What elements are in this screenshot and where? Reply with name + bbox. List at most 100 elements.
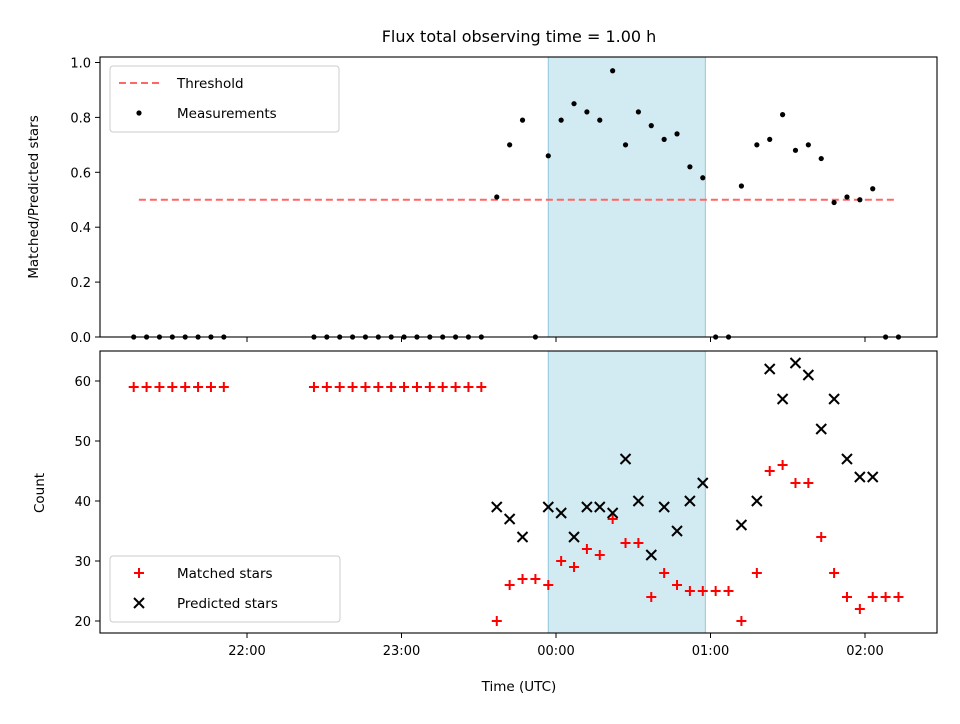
matched-stars-marker bbox=[517, 574, 528, 584]
x-axis-label: Time (UTC) bbox=[481, 679, 557, 695]
x-tick-label: 00:00 bbox=[537, 644, 574, 659]
x-tick-label: 01:00 bbox=[692, 644, 729, 659]
matched-stars-marker bbox=[867, 592, 878, 602]
measurement-point bbox=[558, 117, 564, 123]
bottom-y-tick-label: 50 bbox=[74, 435, 91, 450]
top-plot-frame bbox=[99, 56, 938, 338]
matched-stars-marker bbox=[556, 556, 567, 566]
legend-matched-swatch bbox=[134, 568, 144, 578]
predicted-stars-marker bbox=[684, 495, 696, 507]
matched-stars-marker bbox=[790, 478, 801, 488]
measurement-point bbox=[831, 199, 837, 206]
x-tick-label: 02:00 bbox=[846, 644, 883, 659]
matched-stars-marker bbox=[723, 586, 734, 596]
measurement-point bbox=[700, 175, 706, 181]
matched-stars-marker bbox=[154, 382, 165, 392]
matched-stars-marker bbox=[141, 382, 152, 392]
bottom-y-tick-label: 40 bbox=[74, 495, 91, 510]
matched-stars-marker bbox=[672, 580, 683, 590]
matched-stars-marker bbox=[530, 574, 541, 584]
measurement-point bbox=[754, 142, 760, 148]
matched-stars-marker bbox=[437, 382, 448, 392]
bottom-panel: 20 30 40 50 60 22:00 23:00 00:00 01:00 02:00 Match… bbox=[74, 350, 938, 659]
matched-stars-marker bbox=[424, 382, 435, 392]
legend-label: Measurements bbox=[177, 106, 277, 122]
matched-stars-marker bbox=[816, 532, 827, 542]
matched-stars-marker bbox=[697, 586, 708, 596]
bottom-y-tick-label: 60 bbox=[74, 375, 91, 390]
matched-stars-marker bbox=[193, 382, 204, 392]
predicted-stars-marker bbox=[697, 477, 709, 489]
predicted-stars-marker bbox=[751, 495, 763, 507]
matched-stars-marker bbox=[633, 538, 644, 548]
measurement-point bbox=[597, 117, 603, 123]
measurement-point bbox=[805, 142, 811, 148]
predicted-stars-marker bbox=[606, 507, 619, 519]
matched-stars-marker bbox=[620, 538, 631, 548]
top-y-axis-label: Matched/Predicted stars bbox=[26, 115, 42, 278]
measurement-point bbox=[507, 142, 513, 148]
predicted-stars-marker bbox=[491, 501, 503, 513]
measurement-point bbox=[844, 194, 850, 200]
predicted-stars-marker bbox=[841, 453, 853, 465]
predicted-stars-marker bbox=[632, 495, 645, 507]
matched-stars-marker bbox=[829, 568, 840, 578]
top-legend bbox=[109, 65, 340, 133]
matched-stars-marker bbox=[167, 382, 178, 392]
matched-stars-marker bbox=[399, 382, 410, 392]
matched-stars-marker bbox=[504, 580, 515, 590]
matched-stars-marker bbox=[321, 382, 332, 392]
matched-stars-marker bbox=[334, 382, 345, 392]
matched-stars-marker bbox=[710, 586, 721, 596]
legend-label: Threshold bbox=[176, 76, 244, 92]
matched-stars-marker bbox=[803, 478, 814, 488]
predicted-stars-marker bbox=[594, 501, 606, 513]
matched-stars-marker bbox=[594, 550, 605, 560]
matched-stars-marker bbox=[386, 382, 397, 392]
matched-stars-marker bbox=[751, 568, 762, 578]
predicted-stars-marker bbox=[776, 393, 789, 405]
measurement-point bbox=[584, 109, 590, 115]
predicted-stars-marker bbox=[555, 507, 567, 519]
matched-stars-marker bbox=[463, 382, 474, 392]
predicted-stars-marker bbox=[645, 549, 657, 561]
top-shaded-region bbox=[547, 56, 706, 338]
top-y-tick-label: 0.8 bbox=[70, 111, 91, 126]
top-y-tick-label: 0.2 bbox=[70, 276, 91, 291]
top-panel: 0.0 0.2 0.4 0.6 0.8 1.0 Threshold Measurements bbox=[70, 56, 938, 346]
measurement-point bbox=[687, 164, 693, 170]
matched-stars-marker bbox=[128, 382, 139, 392]
top-y-tick-label: 0.0 bbox=[70, 331, 91, 346]
bottom-plot-frame bbox=[99, 350, 938, 634]
matched-stars-marker bbox=[491, 616, 502, 626]
bottom-y-tick-label: 20 bbox=[74, 615, 91, 630]
matched-stars-marker bbox=[854, 604, 865, 614]
predicted-stars-marker bbox=[568, 531, 580, 543]
matched-stars-marker bbox=[543, 580, 554, 590]
measurement-point bbox=[571, 101, 577, 107]
top-y-tick-label: 0.4 bbox=[70, 221, 91, 236]
matched-stars-marker bbox=[880, 592, 891, 602]
matched-stars-marker bbox=[893, 592, 904, 602]
predicted-stars-marker bbox=[815, 423, 827, 435]
matched-stars-marker bbox=[308, 382, 319, 392]
measurement-point bbox=[519, 117, 526, 123]
matched-stars-marker bbox=[180, 382, 191, 392]
legend-predicted-swatch bbox=[133, 597, 145, 609]
measurement-point bbox=[792, 147, 799, 153]
top-y-tick-label: 0.6 bbox=[70, 166, 91, 181]
predicted-stars-marker bbox=[764, 363, 776, 375]
measurement-point bbox=[648, 123, 654, 129]
measurement-point bbox=[870, 186, 876, 192]
matched-stars-marker bbox=[736, 616, 747, 626]
measurement-point bbox=[622, 142, 629, 148]
measurement-point bbox=[674, 131, 680, 137]
top-y-tick-label: 1.0 bbox=[70, 56, 91, 71]
legend-label: Predicted stars bbox=[177, 596, 278, 612]
matched-stars-marker bbox=[646, 592, 657, 602]
measurement-point bbox=[635, 109, 642, 115]
x-tick-label: 23:00 bbox=[383, 644, 420, 659]
measurement-point bbox=[610, 68, 616, 74]
measurement-point bbox=[545, 153, 551, 159]
